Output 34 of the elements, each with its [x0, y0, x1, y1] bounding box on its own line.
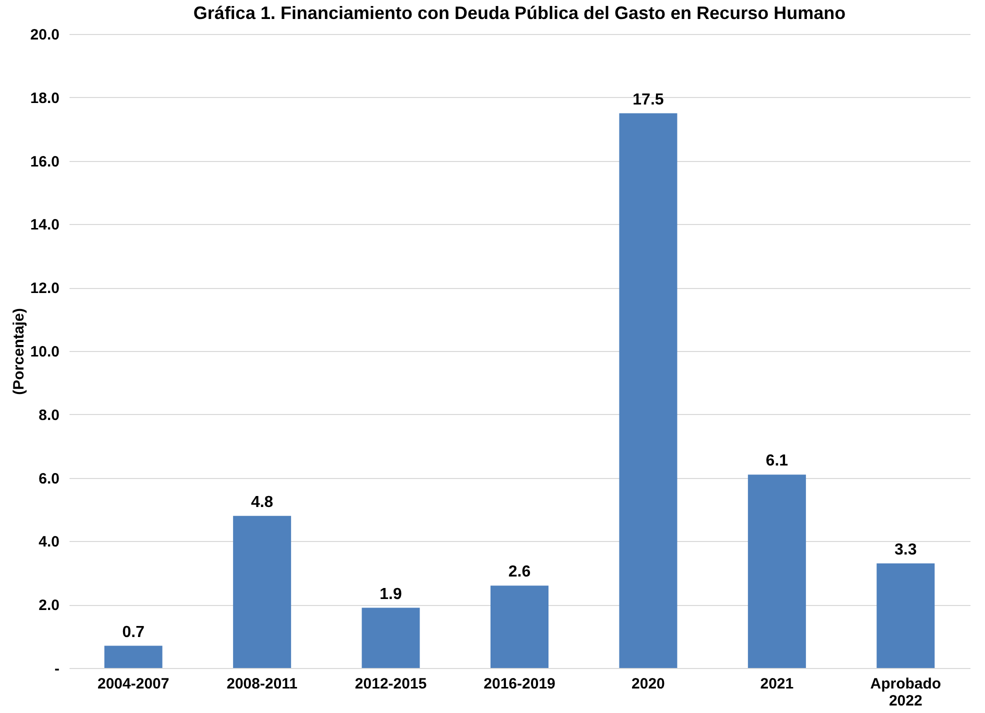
y-tick-label: 4.0 [38, 534, 60, 551]
data-label: 1.9 [380, 586, 402, 603]
y-axis-title: (Porcentaje) [10, 308, 28, 395]
bar [876, 563, 935, 668]
y-tick-label: 6.0 [38, 470, 60, 488]
x-tick-label: 2004-2007 [97, 676, 170, 692]
x-tick-label: 2012-2015 [354, 676, 427, 692]
x-tick-label: 2016-2019 [484, 676, 556, 692]
data-label: 17.5 [632, 91, 664, 108]
y-tick-label: - [54, 660, 60, 678]
bar [490, 586, 548, 668]
y-tick-label: 12.0 [30, 280, 60, 298]
y-tick-label: 20.0 [30, 26, 60, 44]
bar [233, 516, 292, 668]
bar [362, 608, 420, 668]
bar [748, 474, 806, 668]
data-label: 0.7 [122, 624, 145, 641]
bar [619, 113, 678, 668]
y-tick-label: 14.0 [30, 216, 60, 234]
data-label: 3.3 [894, 541, 917, 558]
y-tick-label: 16.0 [30, 153, 60, 170]
data-label: 6.1 [766, 452, 788, 470]
x-tick-label: 2008-2011 [226, 676, 298, 692]
y-tick-label: 18.0 [30, 90, 60, 107]
y-tick-label: 2.0 [38, 597, 60, 614]
bar [104, 646, 162, 668]
data-label: 2.6 [508, 564, 531, 581]
chart-title: Gráfica 1. Financiamiento con Deuda Pública del Gasto en Recurso Humano [193, 3, 846, 23]
x-tick-label: Aprobado 2022 [870, 676, 942, 710]
x-tick-label: 2020 [632, 676, 665, 692]
data-label: 4.8 [250, 494, 274, 511]
y-tick-label: 10.0 [30, 344, 60, 360]
x-tick-label: 2021 [760, 676, 794, 692]
y-tick-label: 8.0 [38, 406, 60, 424]
